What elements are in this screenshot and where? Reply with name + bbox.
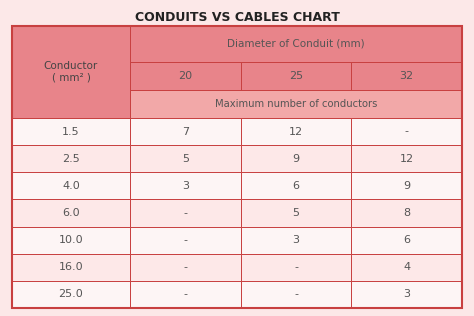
Text: Diameter of Conduit (mm): Diameter of Conduit (mm) [227, 39, 365, 49]
Bar [12, 172, 130, 199]
Bar [241, 145, 351, 172]
Bar [12, 227, 130, 254]
Text: 12: 12 [400, 154, 414, 164]
Text: CONDUITS VS CABLES CHART: CONDUITS VS CABLES CHART [135, 11, 339, 24]
Bar [241, 227, 351, 254]
Bar [241, 281, 351, 308]
Text: 25: 25 [289, 71, 303, 81]
Bar [12, 281, 130, 308]
Text: -: - [405, 127, 409, 137]
Bar [241, 199, 351, 227]
Text: 12: 12 [289, 127, 303, 137]
Bar [351, 62, 462, 90]
Bar [130, 254, 241, 281]
Text: 5: 5 [292, 208, 300, 218]
Bar [351, 281, 462, 308]
Bar [351, 145, 462, 172]
Bar [241, 118, 351, 145]
Bar [130, 172, 241, 199]
Text: 4: 4 [403, 262, 410, 272]
Bar [12, 118, 130, 145]
Text: 9: 9 [292, 154, 300, 164]
Bar [130, 118, 241, 145]
Text: 6.0: 6.0 [62, 208, 80, 218]
Text: 32: 32 [400, 71, 414, 81]
Bar [351, 199, 462, 227]
Text: 7: 7 [182, 127, 189, 137]
Bar [351, 118, 462, 145]
Bar [12, 26, 462, 308]
Text: -: - [294, 262, 298, 272]
Bar [130, 145, 241, 172]
Text: 2.5: 2.5 [62, 154, 80, 164]
Bar [12, 199, 130, 227]
Text: Conductor
( mm² ): Conductor ( mm² ) [44, 61, 98, 83]
Text: 3: 3 [292, 235, 300, 245]
Bar [12, 26, 130, 118]
Text: 20: 20 [178, 71, 192, 81]
Text: 16.0: 16.0 [59, 262, 83, 272]
Bar [241, 254, 351, 281]
Text: 8: 8 [403, 208, 410, 218]
Bar [241, 62, 351, 90]
Text: 5: 5 [182, 154, 189, 164]
Bar [351, 227, 462, 254]
Bar [130, 62, 241, 90]
Text: -: - [183, 289, 187, 300]
Text: Maximum number of conductors: Maximum number of conductors [215, 99, 377, 109]
Bar [241, 172, 351, 199]
Bar [12, 145, 130, 172]
Bar [130, 199, 241, 227]
Text: -: - [183, 235, 187, 245]
Bar [130, 281, 241, 308]
Bar [130, 26, 462, 62]
Text: -: - [183, 262, 187, 272]
Text: 4.0: 4.0 [62, 181, 80, 191]
Bar [351, 172, 462, 199]
Text: 6: 6 [292, 181, 300, 191]
Text: 10.0: 10.0 [59, 235, 83, 245]
Text: 3: 3 [403, 289, 410, 300]
Text: 9: 9 [403, 181, 410, 191]
Bar [130, 90, 462, 118]
Text: 1.5: 1.5 [62, 127, 80, 137]
Bar [351, 254, 462, 281]
Text: -: - [183, 208, 187, 218]
Text: -: - [294, 289, 298, 300]
Text: 3: 3 [182, 181, 189, 191]
Bar [12, 254, 130, 281]
Text: 25.0: 25.0 [59, 289, 83, 300]
Bar [130, 227, 241, 254]
Text: 6: 6 [403, 235, 410, 245]
